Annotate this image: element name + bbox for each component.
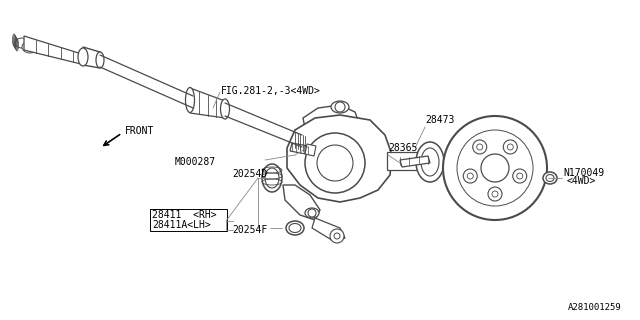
Circle shape [492,191,498,197]
Circle shape [513,169,527,183]
Text: 28411A<LH>: 28411A<LH> [152,220,211,230]
Polygon shape [287,115,392,202]
Ellipse shape [221,99,230,119]
Circle shape [334,233,340,239]
Circle shape [516,173,523,179]
Ellipse shape [262,164,282,192]
Ellipse shape [305,208,319,218]
Ellipse shape [286,221,304,235]
Polygon shape [290,143,308,154]
Polygon shape [24,36,85,65]
Circle shape [463,169,477,183]
Polygon shape [283,185,320,220]
Circle shape [477,144,483,150]
Circle shape [305,133,365,193]
Polygon shape [190,88,225,118]
Text: A281001259: A281001259 [568,303,621,313]
Circle shape [308,209,316,217]
Ellipse shape [78,48,88,66]
Circle shape [467,173,473,179]
Polygon shape [312,218,345,242]
Polygon shape [400,156,430,167]
Circle shape [481,154,509,182]
Polygon shape [387,152,430,170]
Text: N170049: N170049 [563,168,604,178]
Text: FRONT: FRONT [125,126,154,136]
Ellipse shape [265,168,279,188]
Circle shape [317,145,353,181]
Circle shape [330,229,344,243]
Circle shape [473,140,486,154]
Ellipse shape [22,41,38,53]
Ellipse shape [416,142,444,182]
Text: <4WD>: <4WD> [567,176,596,186]
Text: 28411  <RH>: 28411 <RH> [152,210,216,220]
Ellipse shape [186,87,195,113]
Ellipse shape [331,101,349,113]
Text: 20254D: 20254D [232,169,268,179]
Text: 28365: 28365 [388,143,417,153]
Polygon shape [83,47,100,68]
Ellipse shape [15,38,29,48]
Circle shape [508,144,513,150]
Circle shape [335,102,345,112]
Ellipse shape [546,174,554,181]
Circle shape [503,140,517,154]
Text: M000287: M000287 [175,157,216,167]
Ellipse shape [289,223,301,233]
Polygon shape [303,105,360,138]
Circle shape [457,130,533,206]
Text: FIG.281-2,-3<4WD>: FIG.281-2,-3<4WD> [221,86,321,96]
Polygon shape [305,144,316,156]
Text: 28473: 28473 [425,115,454,125]
Text: 20254F: 20254F [232,225,268,235]
Ellipse shape [543,172,557,184]
Ellipse shape [421,148,439,176]
Circle shape [443,116,547,220]
Ellipse shape [96,52,104,68]
Circle shape [488,187,502,201]
